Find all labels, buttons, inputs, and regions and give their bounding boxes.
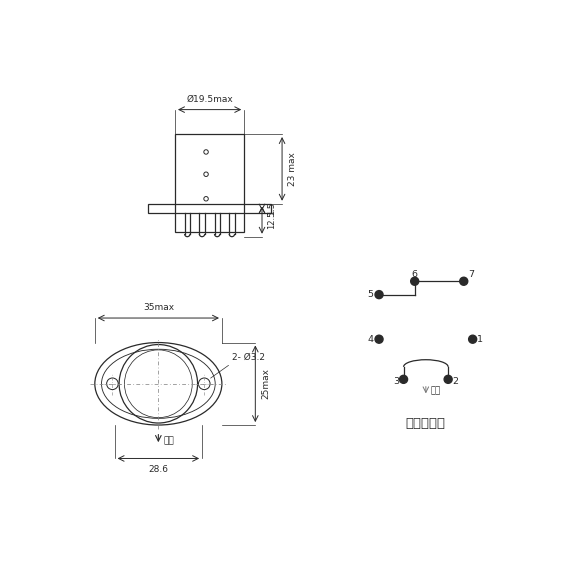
Circle shape	[375, 335, 383, 343]
Text: 风向: 风向	[164, 436, 174, 445]
Circle shape	[410, 277, 419, 285]
Text: 12.5: 12.5	[267, 211, 276, 229]
Text: 6: 6	[412, 270, 417, 278]
Text: 1: 1	[477, 335, 483, 344]
Circle shape	[444, 375, 452, 383]
Text: 35max: 35max	[143, 303, 174, 312]
Text: 4: 4	[367, 335, 373, 344]
Text: 25max: 25max	[261, 368, 270, 400]
Text: 23 max: 23 max	[289, 152, 297, 186]
Circle shape	[460, 277, 468, 285]
Text: 风向: 风向	[430, 386, 441, 395]
Text: 2: 2	[453, 377, 459, 386]
Circle shape	[469, 335, 477, 343]
Bar	[148, 204, 271, 214]
Text: Ø19.5max: Ø19.5max	[186, 95, 233, 104]
Text: 底视电路图: 底视电路图	[406, 417, 446, 430]
Text: 28.6: 28.6	[148, 465, 168, 474]
Bar	[175, 134, 244, 232]
Text: 7: 7	[468, 270, 474, 278]
Text: 1.5: 1.5	[267, 202, 276, 215]
Circle shape	[399, 375, 408, 383]
Circle shape	[375, 291, 383, 299]
Text: 2- Ø3.2: 2- Ø3.2	[231, 353, 265, 361]
Text: 3: 3	[393, 377, 399, 386]
Text: 5: 5	[367, 290, 373, 299]
